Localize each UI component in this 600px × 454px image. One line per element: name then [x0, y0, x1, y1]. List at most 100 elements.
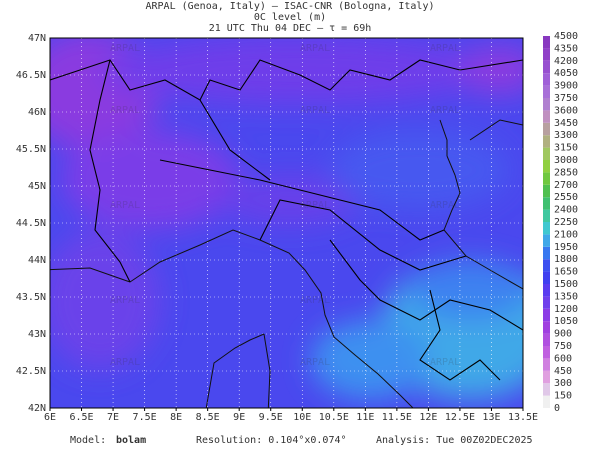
lat-tick-label: 46.5N [16, 70, 46, 81]
watermark: ARPAL [430, 105, 460, 116]
lon-tick-label: 10.5E [319, 412, 349, 423]
colorbar-swatch [543, 147, 550, 160]
colorbar-label: 1650 [554, 267, 578, 278]
watermark: ARPAL [300, 357, 330, 368]
colorbar-swatch [543, 284, 550, 297]
colorbar-swatch [543, 36, 550, 49]
footer-model-label: Model: [70, 435, 106, 446]
colorbar-swatch [543, 358, 550, 371]
lat-tick-label: 45.5N [16, 144, 46, 155]
lat-tick-label: 43.5N [16, 292, 46, 303]
watermark: ARPAL [110, 105, 140, 116]
colorbar-swatch [543, 383, 550, 396]
watermark: ARPAL [110, 200, 140, 211]
lat-tick-label: 47N [28, 33, 46, 44]
colorbar-swatch [543, 259, 550, 272]
watermark: ARPAL [300, 295, 330, 306]
colorbar-label: 300 [554, 378, 572, 389]
map-frame [49, 37, 524, 409]
colorbar-swatch [543, 222, 550, 235]
lat-tick-label: 43N [28, 329, 46, 340]
colorbar-swatch [543, 110, 550, 123]
lat-tick-label: 44N [28, 255, 46, 266]
watermark: ARPAL [110, 357, 140, 368]
lon-tick-label: 9E [233, 412, 245, 423]
lon-tick-label: 8E [170, 412, 182, 423]
colorbar-swatch [543, 160, 550, 173]
lat-tick-label: 46N [28, 107, 46, 118]
lon-tick-label: 11.5E [382, 412, 412, 423]
colorbar-label: 4200 [554, 56, 578, 67]
colorbar-label: 750 [554, 341, 572, 352]
colorbar-swatch [543, 184, 550, 198]
lon-tick-label: 13E [482, 412, 500, 423]
colorbar-swatch [543, 98, 550, 111]
lon-tick-label: 9.5E [259, 412, 283, 423]
colorbar-label: 3150 [554, 143, 578, 154]
footer-model: bolam [116, 435, 146, 446]
colorbar-swatch [543, 296, 550, 309]
colorbar-label: 4050 [554, 68, 578, 79]
colorbar-swatch [543, 346, 550, 359]
colorbar-label: 0 [554, 403, 560, 414]
footer-resolution: Resolution: 0.104°x0.074° [196, 435, 347, 446]
colorbar-label: 450 [554, 366, 572, 377]
colorbar-label: 150 [554, 391, 572, 402]
colorbar-label: 3900 [554, 81, 578, 92]
lon-tick-label: 6.5E [69, 412, 93, 423]
lon-tick-label: 11E [356, 412, 374, 423]
lon-tick-label: 6E [44, 412, 56, 423]
colorbar-label: 2250 [554, 217, 578, 228]
lon-tick-label: 12E [419, 412, 437, 423]
colorbar-label: 2400 [554, 205, 578, 216]
colorbar-swatch [543, 246, 550, 260]
lon-tick-label: 10E [293, 412, 311, 423]
colorbar-swatch [543, 85, 550, 98]
colorbar-swatch [543, 234, 550, 247]
lat-tick-label: 42.5N [16, 366, 46, 377]
colorbar-label: 900 [554, 329, 572, 340]
colorbar-swatch [543, 395, 550, 408]
colorbar-label: 1200 [554, 304, 578, 315]
lat-tick-label: 42N [28, 403, 46, 414]
lon-tick-label: 13.5E [508, 412, 538, 423]
lon-tick-label: 7.5E [133, 412, 157, 423]
colorbar-label: 2550 [554, 192, 578, 203]
lon-tick-label: 8.5E [196, 412, 220, 423]
colorbar-label: 2850 [554, 167, 578, 178]
colorbar-label: 3450 [554, 118, 578, 129]
watermark: ARPAL [430, 43, 460, 54]
colorbar-swatch [543, 122, 550, 136]
colorbar-label: 2700 [554, 180, 578, 191]
watermark: ARPAL [300, 200, 330, 211]
watermark: ARPAL [110, 43, 140, 54]
map-field: ARPAL ARPAL ARPAL ARPAL ARPAL ARPAL ARPAL ARPAL… [50, 38, 523, 408]
colorbar-label: 1950 [554, 242, 578, 253]
header-line: ARPAL (Genoa, Italy) – ISAC-CNR (Bologna… [146, 1, 435, 12]
colorbar-label: 4500 [554, 31, 578, 42]
colorbar-label: 3750 [554, 93, 578, 104]
lon-tick-label: 7E [107, 412, 119, 423]
watermark: ARPAL [110, 295, 140, 306]
colorbar-swatch [543, 73, 550, 86]
header-line: 0C level (m) [254, 12, 326, 23]
watermark: ARPAL [300, 43, 330, 54]
colorbar-swatch [543, 48, 550, 61]
colorbar-label: 1800 [554, 254, 578, 265]
colorbar-label: 2100 [554, 229, 578, 240]
lat-tick-label: 45N [28, 181, 46, 192]
colorbar-swatch [543, 308, 550, 322]
colorbar-label: 600 [554, 353, 572, 364]
colorbar-swatch [543, 321, 550, 334]
colorbar-label: 3000 [554, 155, 578, 166]
lon-tick-label: 12.5E [445, 412, 475, 423]
colorbar-swatch [543, 209, 550, 222]
colorbar-label: 3600 [554, 105, 578, 116]
watermark: ARPAL [430, 357, 460, 368]
colorbar-label: 4350 [554, 43, 578, 54]
watermark: ARPAL [300, 105, 330, 116]
colorbar-swatch [543, 197, 550, 210]
colorbar-label: 1500 [554, 279, 578, 290]
colorbar-swatch [543, 333, 550, 346]
